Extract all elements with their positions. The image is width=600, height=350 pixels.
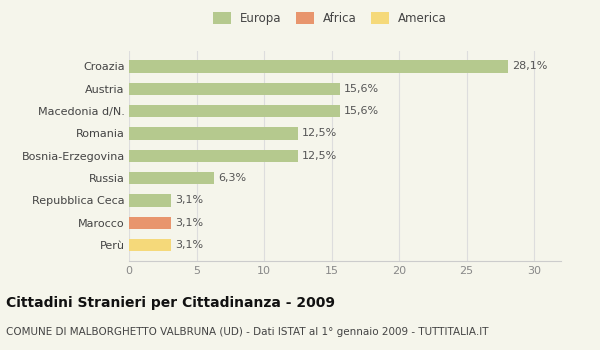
Bar (129, 217, 171, 229)
Bar (129, 149, 298, 162)
Text: 6,3%: 6,3% (218, 173, 246, 183)
Text: COMUNE DI MALBORGHETTO VALBRUNA (UD) - Dati ISTAT al 1° gennaio 2009 - TUTTITALI: COMUNE DI MALBORGHETTO VALBRUNA (UD) - D… (6, 327, 488, 337)
Text: 12,5%: 12,5% (302, 128, 337, 138)
Bar (129, 172, 214, 184)
Text: 3,1%: 3,1% (175, 240, 203, 250)
Text: 28,1%: 28,1% (512, 62, 548, 71)
Text: Cittadini Stranieri per Cittadinanza - 2009: Cittadini Stranieri per Cittadinanza - 2… (6, 296, 335, 310)
Bar (129, 60, 508, 72)
Bar (129, 127, 298, 140)
Text: 15,6%: 15,6% (344, 106, 379, 116)
Text: 12,5%: 12,5% (302, 151, 337, 161)
Text: 15,6%: 15,6% (344, 84, 379, 94)
Bar (129, 194, 171, 206)
Legend: Europa, Africa, America: Europa, Africa, America (211, 9, 449, 27)
Bar (129, 239, 171, 251)
Bar (129, 83, 340, 95)
Text: 3,1%: 3,1% (175, 195, 203, 205)
Bar (129, 105, 340, 117)
Text: 3,1%: 3,1% (175, 218, 203, 228)
